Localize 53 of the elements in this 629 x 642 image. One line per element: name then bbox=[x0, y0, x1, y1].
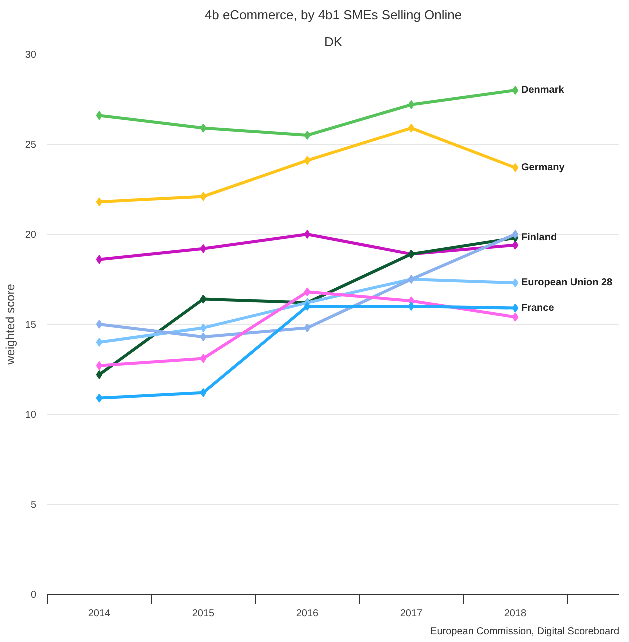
series-label: Germany bbox=[522, 162, 566, 174]
chart-title: 4b eCommerce, by 4b1 SMEs Selling Online bbox=[204, 8, 462, 22]
point bbox=[200, 124, 207, 133]
point bbox=[96, 370, 103, 380]
point bbox=[408, 100, 415, 110]
x-tick-label: 2016 bbox=[296, 608, 320, 620]
point bbox=[512, 86, 519, 95]
point bbox=[304, 324, 311, 333]
point bbox=[200, 354, 207, 364]
point bbox=[96, 111, 103, 120]
point bbox=[512, 312, 519, 322]
series-label: France bbox=[522, 302, 555, 314]
series-label: Finland bbox=[522, 232, 558, 244]
y-tick-label: 15 bbox=[25, 320, 37, 331]
y-tick-label: 20 bbox=[25, 230, 37, 241]
point bbox=[304, 131, 311, 140]
point bbox=[200, 388, 207, 398]
point bbox=[304, 302, 311, 311]
y-tick-label: 5 bbox=[30, 500, 37, 511]
point bbox=[200, 332, 207, 342]
point bbox=[304, 156, 311, 166]
point bbox=[512, 278, 519, 288]
x-tick-label: 2014 bbox=[88, 608, 112, 620]
point bbox=[512, 304, 519, 313]
point bbox=[200, 324, 207, 333]
point bbox=[200, 294, 207, 304]
point bbox=[304, 230, 311, 239]
point bbox=[304, 288, 311, 297]
point bbox=[512, 230, 519, 239]
point bbox=[512, 163, 519, 172]
point bbox=[408, 302, 415, 311]
y-axis-title: weighted score bbox=[3, 284, 18, 366]
point bbox=[200, 244, 207, 254]
point bbox=[96, 338, 103, 347]
y-tick-label: 0 bbox=[30, 590, 37, 601]
y-tick-label: 10 bbox=[25, 410, 37, 421]
point bbox=[96, 198, 103, 207]
point bbox=[96, 255, 103, 264]
chart-subtitle: DK bbox=[324, 34, 343, 50]
x-tick-label: 2017 bbox=[400, 608, 424, 620]
series-label: Denmark bbox=[522, 85, 565, 96]
point bbox=[96, 361, 103, 370]
point bbox=[200, 192, 207, 202]
text: European Commission, Digital Scoreboard bbox=[430, 626, 620, 638]
point bbox=[512, 240, 519, 250]
y-tick-label: 25 bbox=[25, 140, 37, 151]
series-label: European Union 28 bbox=[522, 278, 614, 289]
x-tick-label: 2015 bbox=[192, 608, 216, 620]
point bbox=[96, 320, 103, 329]
point bbox=[408, 124, 415, 133]
y-tick-label: 30 bbox=[25, 50, 37, 61]
point bbox=[96, 394, 103, 403]
x-tick-label: 2018 bbox=[504, 608, 528, 620]
